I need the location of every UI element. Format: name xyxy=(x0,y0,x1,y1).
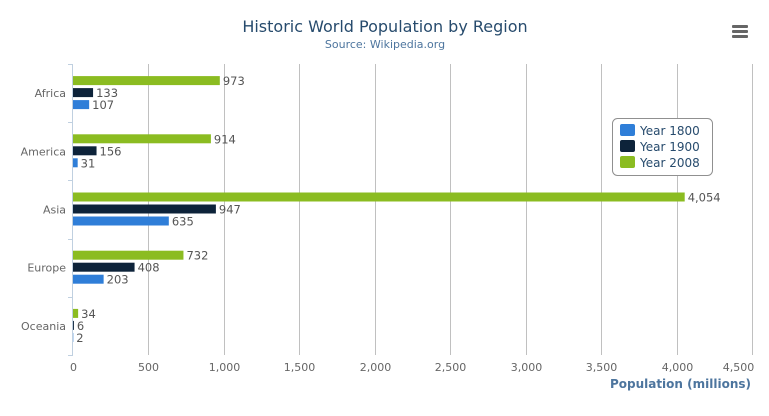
legend-label: Year 2008 xyxy=(639,156,700,170)
x-tick-label: 500 xyxy=(138,361,159,374)
legend-item-year-1800[interactable]: Year 1800 xyxy=(620,124,700,138)
bar-year-1900[interactable] xyxy=(73,88,94,98)
y-category-label: America xyxy=(21,145,66,158)
legend-symbol xyxy=(620,124,635,136)
y-category-label: Africa xyxy=(35,87,66,100)
bar-year-1900[interactable] xyxy=(73,204,216,214)
legend-symbol xyxy=(620,156,635,168)
chart-subtitle: Source: Wikipedia.org xyxy=(325,38,445,51)
x-tick-label: 0 xyxy=(70,361,77,374)
data-label: 6 xyxy=(77,319,84,333)
x-tick-label: 4,000 xyxy=(662,361,694,374)
bar-year-1900[interactable] xyxy=(73,320,74,330)
bar-year-1800[interactable] xyxy=(73,216,169,226)
chart-title: Historic World Population by Region xyxy=(242,17,527,36)
bar-year-2008[interactable] xyxy=(73,250,184,260)
bar-year-2008[interactable] xyxy=(73,192,685,202)
data-label: 107 xyxy=(92,98,114,112)
x-tick-label: 3,000 xyxy=(511,361,543,374)
data-label: 156 xyxy=(100,144,122,158)
bar-year-1800[interactable] xyxy=(73,100,90,110)
legend-item-year-2008[interactable]: Year 2008 xyxy=(620,156,700,170)
bar-year-1800[interactable] xyxy=(73,274,104,284)
legend-item-year-1900[interactable]: Year 1900 xyxy=(620,140,700,154)
data-label: 4,054 xyxy=(688,191,721,205)
x-tick-label: 1,000 xyxy=(209,361,241,374)
data-label: 203 xyxy=(107,273,129,287)
x-tick-label: 2,000 xyxy=(360,361,392,374)
data-label: 947 xyxy=(219,203,241,217)
x-tick-label: 2,500 xyxy=(435,361,467,374)
data-label: 635 xyxy=(172,215,194,229)
x-tick-label: 3,500 xyxy=(586,361,618,374)
y-category-label: Asia xyxy=(43,204,66,217)
bar-year-2008[interactable] xyxy=(73,308,79,318)
bar-year-2008[interactable] xyxy=(73,134,211,144)
x-tick-label: 4,500 xyxy=(723,361,755,374)
data-label: 2 xyxy=(76,331,83,345)
bar-year-1900[interactable] xyxy=(73,262,135,272)
data-label: 34 xyxy=(81,307,96,321)
x-axis-title: Population (millions) xyxy=(610,377,751,391)
y-category-label: Oceania xyxy=(21,320,66,333)
legend-symbol xyxy=(620,140,635,152)
data-label: 914 xyxy=(214,132,236,146)
data-label: 133 xyxy=(96,86,118,100)
data-label: 31 xyxy=(81,156,96,170)
bar-year-1800[interactable] xyxy=(73,158,78,168)
data-label: 732 xyxy=(186,249,208,263)
legend-label: Year 1900 xyxy=(639,140,700,154)
legend: Year 1800 Year 1900 Year 2008 xyxy=(612,118,713,176)
bar-year-1900[interactable] xyxy=(73,146,97,156)
y-category-label: Europe xyxy=(27,262,66,275)
hamburger-menu-icon[interactable] xyxy=(732,24,748,44)
data-label: 973 xyxy=(223,74,245,88)
bar-year-2008[interactable] xyxy=(73,76,220,86)
legend-label: Year 1800 xyxy=(639,124,700,138)
data-label: 408 xyxy=(138,261,160,275)
x-tick-label: 1,500 xyxy=(284,361,316,374)
